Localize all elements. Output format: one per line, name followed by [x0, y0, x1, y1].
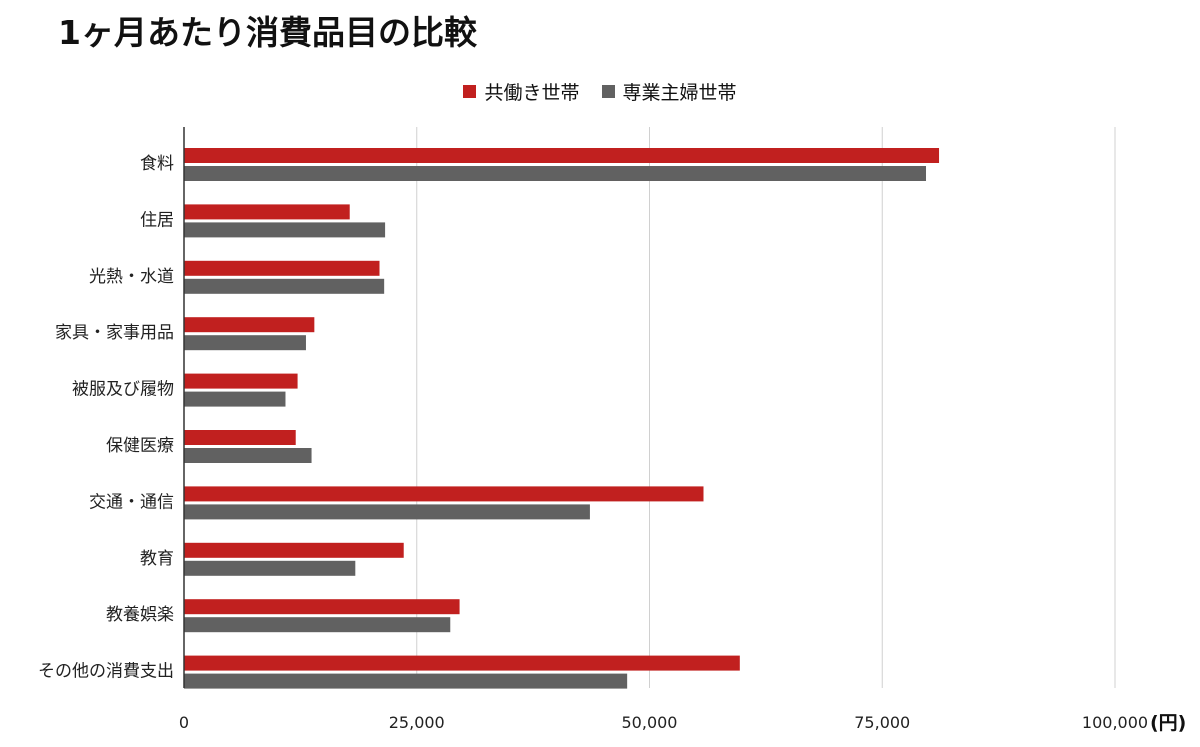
bar-single — [184, 560, 356, 576]
x-tick-label: 0 — [179, 713, 189, 732]
bar-single — [184, 504, 590, 520]
bar-dual — [184, 486, 704, 502]
legend-swatch-dual — [463, 85, 477, 98]
bar-single — [184, 278, 385, 294]
category-label: その他の消費支出 — [38, 662, 174, 682]
category-label: 教養娯楽 — [106, 605, 174, 625]
bar-dual — [184, 148, 940, 163]
legend-label-single: 専業主婦世帯 — [622, 82, 737, 104]
bar-dual — [184, 373, 298, 389]
bar-single — [184, 166, 927, 181]
category-label: 食料 — [140, 154, 174, 174]
bar-dual — [184, 430, 296, 445]
legend-item-single: 専業主婦世帯 — [601, 78, 737, 105]
category-label: 交通・通信 — [89, 492, 174, 512]
bar-single — [184, 448, 312, 463]
category-label: 教育 — [140, 549, 174, 569]
bar-dual — [184, 204, 350, 220]
x-tick-label: 50,000 — [622, 713, 678, 732]
bar-dual — [184, 599, 460, 615]
legend-swatch-single — [601, 85, 615, 98]
bar-single — [184, 335, 306, 351]
legend-item-dual: 共働き世帯 — [463, 78, 580, 105]
bar-single — [184, 222, 386, 238]
unit-label: (円) — [1150, 712, 1187, 734]
category-label: 家具・家事用品 — [55, 323, 174, 343]
bar-dual — [184, 655, 740, 671]
category-label: 保健医療 — [106, 436, 174, 456]
category-label: 光熱・水道 — [89, 267, 174, 287]
x-tick-label: 25,000 — [389, 713, 445, 732]
x-tick-label: 100,000 — [1082, 713, 1148, 732]
bar-dual — [184, 260, 380, 276]
bar-dual — [184, 317, 315, 333]
legend-label-dual: 共働き世帯 — [484, 82, 580, 104]
bar-single — [184, 673, 628, 689]
category-label: 住居 — [140, 210, 174, 230]
bar-single — [184, 391, 286, 407]
chart-title: 1ヶ月あたり消費品目の比較 — [58, 13, 477, 52]
bar-single — [184, 617, 451, 633]
legend: 共働き世帯 専業主婦世帯 — [0, 78, 1200, 105]
x-tick-label: 75,000 — [854, 713, 910, 732]
bar-dual — [184, 542, 404, 558]
category-label: 被服及び履物 — [72, 380, 174, 400]
